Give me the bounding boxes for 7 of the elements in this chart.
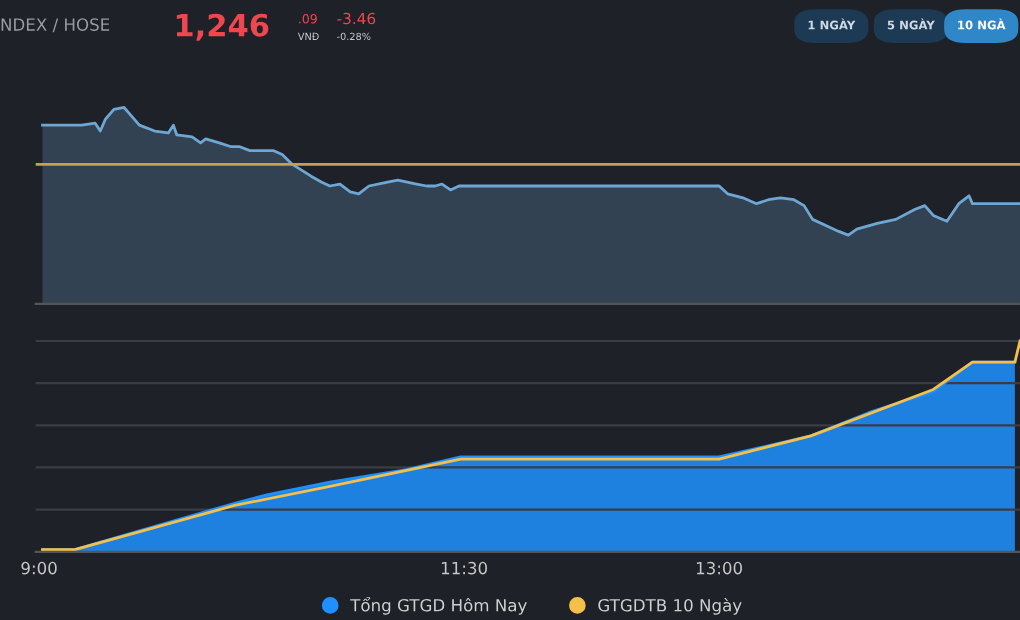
x-tick-label: 11:30 [441, 561, 488, 575]
x-tick-label: 13:00 [696, 561, 743, 575]
legend-label: Tổng GTGD Hôm Nay [350, 596, 527, 615]
x-tick-label: 9:00 [21, 561, 57, 575]
text: 1,246 [176, 13, 269, 41]
legend-label: GTGDTB 10 Ngày [598, 597, 742, 615]
text: NDEX / HOSE [1, 18, 110, 33]
